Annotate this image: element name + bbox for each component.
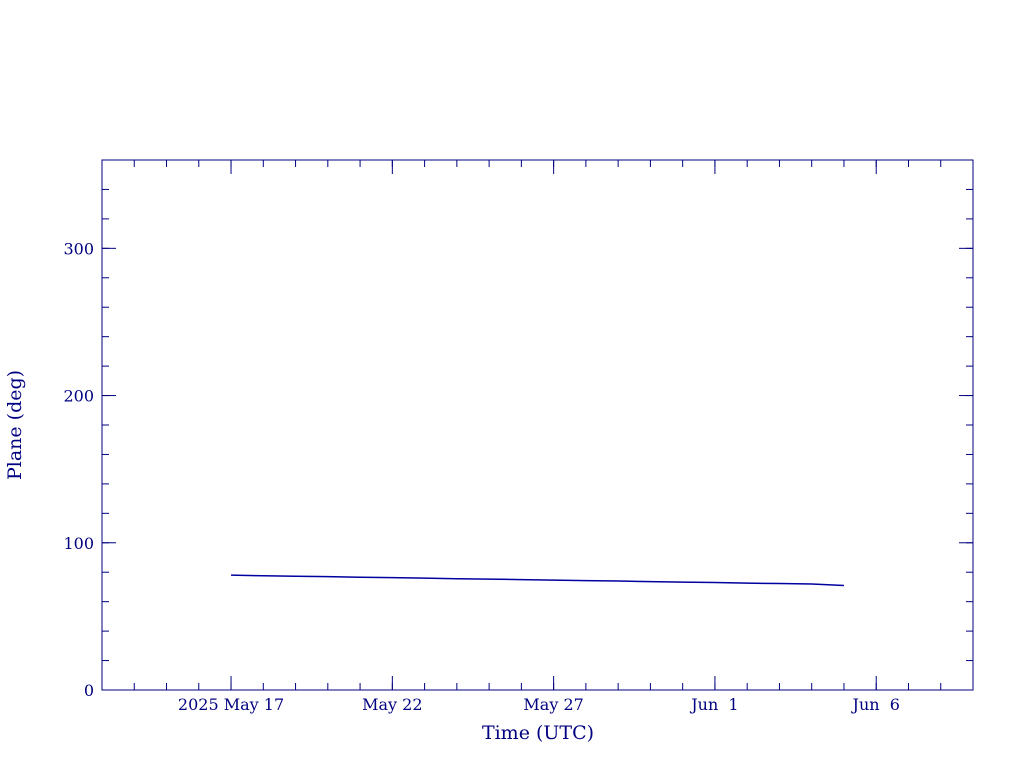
x-tick-label: May 22 xyxy=(362,695,422,714)
y-tick-label: 300 xyxy=(63,239,94,258)
x-axis-label: Time (UTC) xyxy=(482,722,594,744)
x-tick-label: Jun 1 xyxy=(689,695,738,714)
x-tick-label: May 27 xyxy=(523,695,583,714)
y-tick-label: 0 xyxy=(84,681,94,700)
x-tick-label: 2025 May 17 xyxy=(178,695,284,714)
y-tick-label: 200 xyxy=(63,387,94,406)
x-tick-label: Jun 6 xyxy=(851,695,900,714)
plot-frame xyxy=(101,159,974,691)
y-axis-label: Plane (deg) xyxy=(4,370,26,480)
data-line xyxy=(231,574,844,587)
y-tick-label: 100 xyxy=(63,534,94,553)
